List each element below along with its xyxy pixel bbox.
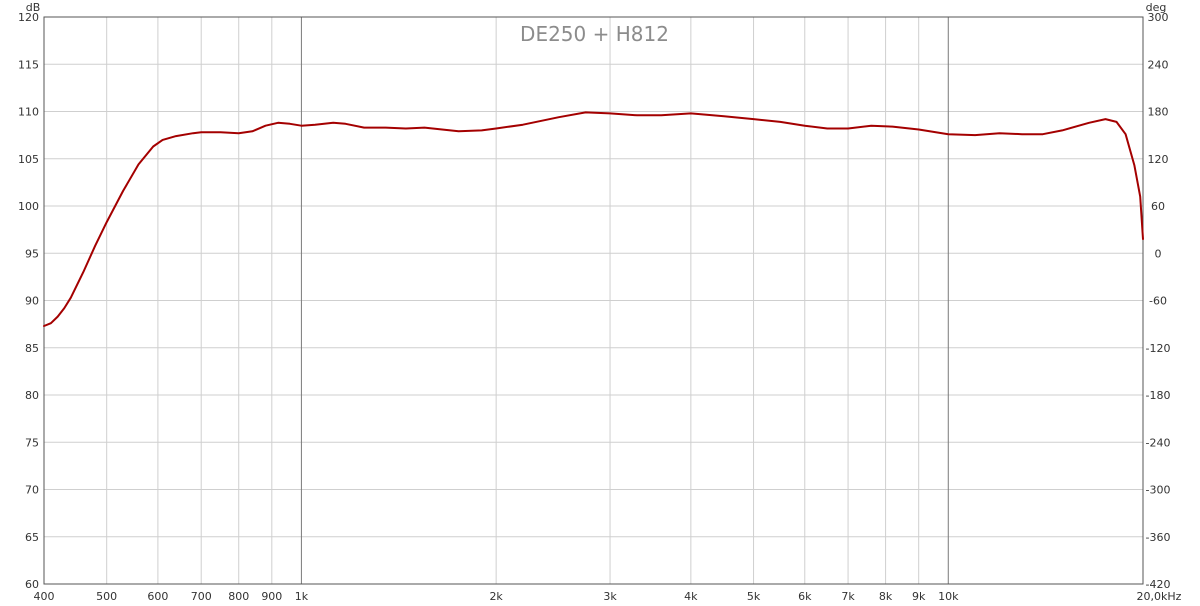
x-tick-label: 400 <box>34 590 55 603</box>
y-axis-ticks: 120 115 110 105 100 95 90 85 80 75 70 65 60 <box>18 11 39 591</box>
y-tick-label: 105 <box>18 153 39 166</box>
y2-tick-label: 120 <box>1148 153 1169 166</box>
y2-tick-label: 240 <box>1148 58 1169 71</box>
y2-axis-unit: deg <box>1146 1 1167 14</box>
y2-tick-label: -420 <box>1146 578 1171 591</box>
y-tick-label: 100 <box>18 200 39 213</box>
x-tick-label: 7k <box>841 590 855 603</box>
y-tick-label: 115 <box>18 58 39 71</box>
x-tick-label: 5k <box>747 590 761 603</box>
x-tick-label: 6k <box>798 590 812 603</box>
y-axis-unit: dB <box>26 1 41 14</box>
y-tick-label: 75 <box>25 436 39 449</box>
x-tick-label: 500 <box>96 590 117 603</box>
x-tick-label: 3k <box>603 590 617 603</box>
y2-tick-label: 60 <box>1151 200 1165 213</box>
response-curve <box>43 111 1144 327</box>
y2-tick-label: -240 <box>1146 436 1171 449</box>
plot-frame <box>43 16 1144 585</box>
x-tick-label: 2k <box>489 590 503 603</box>
y2-tick-label: -180 <box>1146 389 1171 402</box>
y2-tick-label: 300 <box>1148 11 1169 24</box>
y-tick-label: 65 <box>25 531 39 544</box>
x-tick-label: 1k <box>295 590 309 603</box>
x-tick-label: 900 <box>261 590 282 603</box>
y-tick-label: 110 <box>18 106 39 119</box>
y2-tick-label: -120 <box>1146 342 1171 355</box>
y2-tick-label: -360 <box>1146 531 1171 544</box>
y-tick-label: 120 <box>18 11 39 24</box>
x-tick-label: 700 <box>191 590 212 603</box>
x-axis-ticks: 400 500 600 700 800 900 1k 2k 3k 4k 5k 6k 7k 8k 9k 10k 2… <box>34 590 1182 603</box>
y2-tick-label: -60 <box>1149 295 1167 308</box>
grid-lines <box>43 16 1144 585</box>
x-tick-label: 8k <box>879 590 893 603</box>
y2-axis-ticks: 300 240 180 120 60 0 -60 -120 -180 -240 -300 -360 -4… <box>1146 11 1171 591</box>
y-tick-label: 95 <box>25 247 39 260</box>
x-tick-label: 20,0kHz <box>1137 590 1182 603</box>
x-tick-label: 4k <box>684 590 698 603</box>
series-group <box>43 111 1144 327</box>
x-tick-label: 800 <box>228 590 249 603</box>
y-tick-label: 85 <box>25 342 39 355</box>
x-tick-label: 600 <box>147 590 168 603</box>
y-tick-label: 90 <box>25 295 39 308</box>
x-tick-label: 9k <box>912 590 926 603</box>
y-tick-label: 60 <box>25 578 39 591</box>
y-tick-label: 70 <box>25 484 39 497</box>
y2-tick-label: -300 <box>1146 484 1171 497</box>
chart-title: DE250 + H812 <box>520 22 669 46</box>
y2-tick-label: 180 <box>1148 106 1169 119</box>
x-tick-label: 10k <box>938 590 959 603</box>
y2-tick-label: 0 <box>1155 247 1162 260</box>
y-tick-label: 80 <box>25 389 39 402</box>
